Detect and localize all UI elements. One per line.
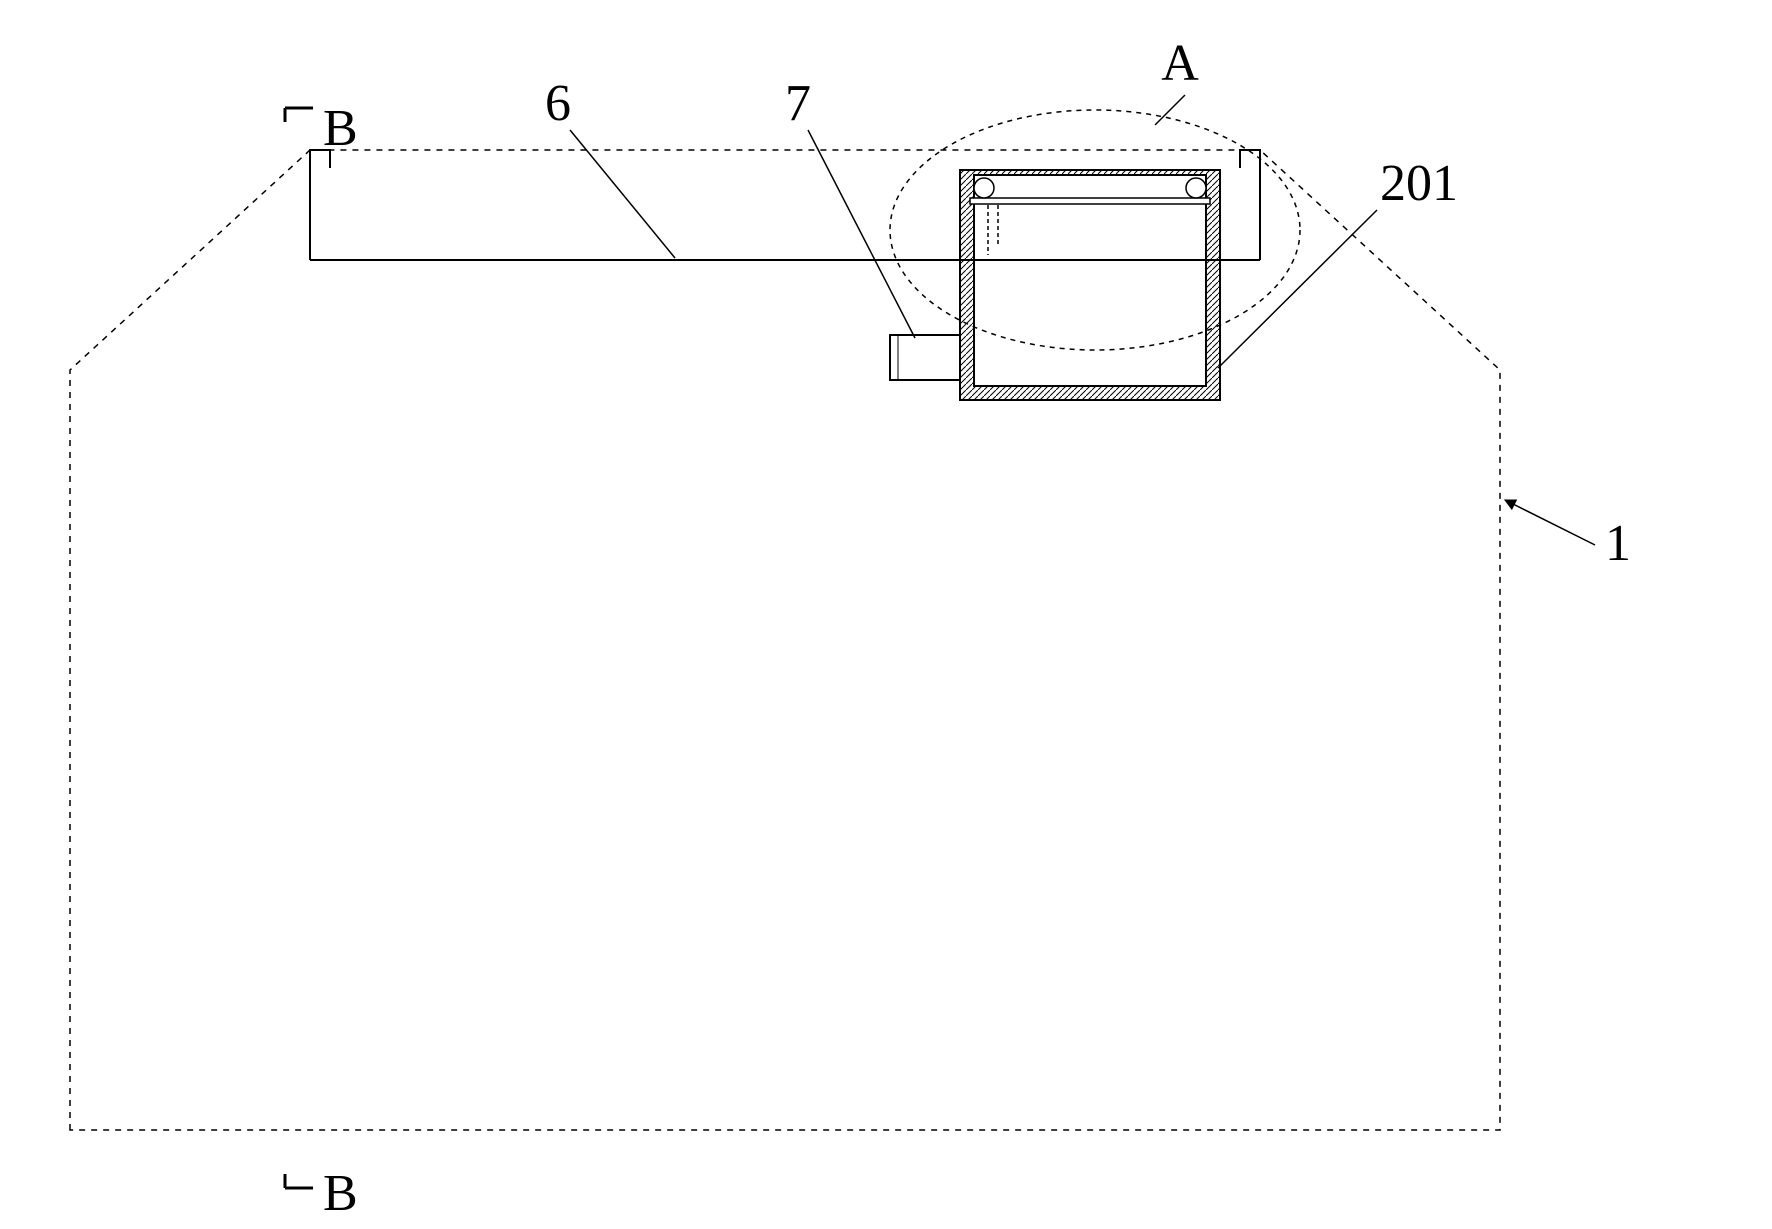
ref-label-six: 6 bbox=[545, 75, 571, 132]
ref-label-one: 1 bbox=[1605, 515, 1631, 572]
section-B bbox=[285, 108, 313, 1188]
box-201 bbox=[890, 170, 1220, 400]
ref-label-two01: 201 bbox=[1380, 155, 1458, 212]
detail-A-label: A bbox=[1161, 35, 1199, 92]
section-B-top-label: B bbox=[323, 100, 358, 157]
gutter-channel bbox=[310, 150, 1260, 260]
ref-label-seven: 7 bbox=[785, 75, 811, 132]
section-B-bottom-label: B bbox=[323, 1165, 358, 1222]
building-outline bbox=[70, 150, 1500, 1130]
detail-callout-A bbox=[890, 95, 1300, 350]
